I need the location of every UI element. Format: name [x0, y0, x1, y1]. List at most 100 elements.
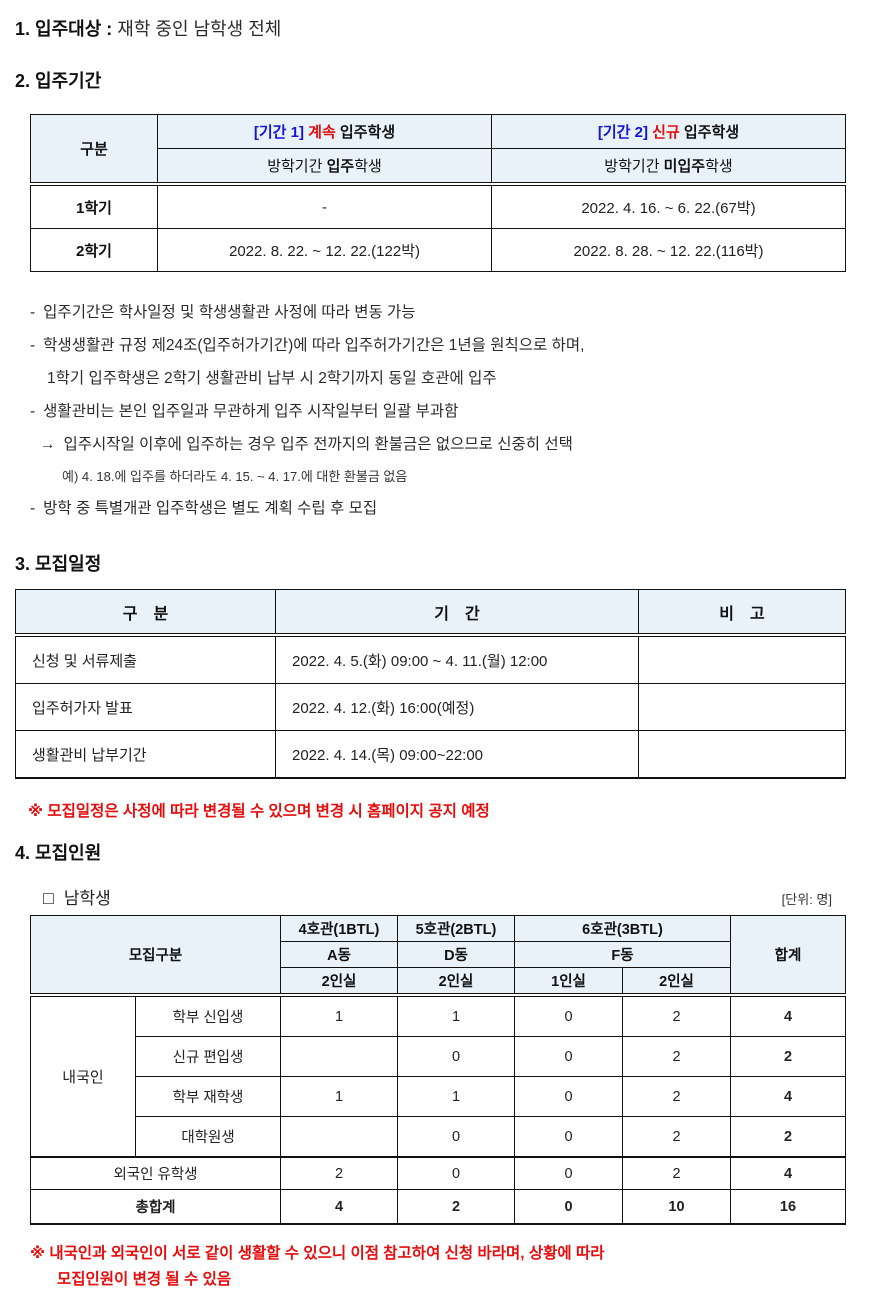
section-heading-occupancy-period: 2. 입주기간 — [15, 71, 102, 91]
list-item: - 학생생활관 규정 제24조(입주허가기간)에 따라 입주허가기간은 1년을 원… — [30, 329, 860, 362]
list-item: - 생활관비는 본인 입주일과 무관하게 입주 시작일부터 일괄 부과함 — [30, 395, 860, 428]
remark-cell — [638, 634, 846, 684]
total-cell: 2 — [730, 1116, 846, 1158]
value-cell: 0 — [397, 1156, 515, 1190]
table-row-announcement: 입주허가자 발표 2022. 4. 12.(화) 16:00(예정) — [15, 683, 846, 731]
row-label-cell: 총합계 — [30, 1189, 281, 1225]
value-cell: 4 — [280, 1189, 398, 1225]
male-students-label: □ 남학생 — [43, 884, 111, 909]
table-row-payment: 생활관비 납부기간 2022. 4. 14.(목) 09:00~22:00 — [15, 730, 846, 779]
header-cell-dong-d: D동 — [397, 941, 515, 968]
period1-highlight: 계속 — [308, 124, 336, 141]
list-item: → 입주시작일 이후에 입주하는 경우 입주 전까지의 환불금은 없으므로 신중히… — [30, 428, 860, 461]
heading-bold-part: 1. 입주대상 : — [15, 19, 113, 39]
header-cell-room: 2인실 — [622, 967, 731, 997]
header-cell-room: 2인실 — [397, 967, 515, 997]
value-cell: 0 — [514, 1076, 623, 1117]
subheader-text: 방학기간 — [267, 158, 327, 175]
value-cell: 2 — [622, 1076, 731, 1117]
subheader-cell-period2: 방학기간 미입주학생 — [491, 148, 846, 186]
capacity-table: 모집구분 4호관(1BTL) 5호관(2BTL) 6호관(3BTL) 합계 A동… — [30, 915, 846, 1225]
note-text: 생활관비는 본인 입주일과 무관하게 입주 시작일부터 일괄 부과함 — [43, 403, 459, 420]
date-cell: 2022. 4. 16. ~ 6. 22.(67박) — [491, 183, 846, 229]
table-row: 방학기간 입주 학생 방학기간 미입주학생 — [31, 148, 846, 186]
value-cell: 0 — [514, 1189, 623, 1225]
note-text: 방학 중 특별개관 입주학생은 별도 계획 수립 후 모집 — [43, 500, 378, 517]
value-cell: 0 — [514, 1116, 623, 1158]
header-cell-building5: 5호관(2BTL) — [397, 915, 515, 942]
header-cell-total: 합계 — [730, 915, 846, 997]
value-cell: 0 — [514, 1036, 623, 1077]
value-cell: 2 — [622, 1116, 731, 1158]
header-cell-room: 2인실 — [280, 967, 398, 997]
value-cell — [280, 1036, 398, 1077]
header-cell-building4: 4호관(1BTL) — [280, 915, 398, 942]
period2-highlight: 신규 — [652, 124, 680, 141]
table-row-transfer: 신규 편입생 0 0 2 2 — [31, 1036, 846, 1077]
schedule-table: 구 분 기 간 비 고 신청 및 서류제출 2022. 4. 5.(화) 09:… — [15, 589, 846, 779]
header-cell-category: 구 분 — [15, 589, 276, 637]
subheader-text: 학생 — [705, 158, 733, 175]
total-cell: 4 — [730, 1076, 846, 1117]
capacity-change-note: ※ 내국인과 외국인이 서로 같이 생활할 수 있으니 이점 참고하여 신청 바… — [30, 1241, 860, 1293]
header-cell-remark: 비 고 — [638, 589, 846, 637]
remark-cell — [638, 683, 846, 731]
table-row-freshman: 내국인 학부 신입생 1 1 0 2 4 — [30, 994, 846, 1158]
row-label-cell: 생활관비 납부기간 — [15, 730, 276, 779]
header-cell-period1: [기간 1] 계속 입주학생 — [157, 114, 492, 149]
list-item: - 입주기간은 학사일정 및 학생생활관 사정에 따라 변동 가능 — [30, 296, 860, 329]
value-cell: 1 — [397, 1076, 515, 1117]
value-cell: 2 — [280, 1156, 398, 1190]
note-line: 모집인원이 변경 될 수 있음 — [57, 1271, 232, 1288]
subheader-bold: 미입주 — [663, 158, 706, 175]
value-cell: 0 — [397, 1116, 515, 1158]
row-label-cell: 입주허가자 발표 — [15, 683, 276, 731]
male-students-line: □ 남학생 [단위: 명] — [43, 884, 832, 909]
table-row: 구분 [기간 1] 계속 입주학생 [기간 2] 신규 입주학생 — [30, 114, 846, 186]
row-label-cell: 학부 재학생 — [135, 1076, 281, 1117]
total-cell: 2 — [730, 1036, 846, 1077]
value-cell: 0 — [514, 994, 623, 1037]
value-cell: 0 — [514, 1156, 623, 1190]
example-marker: 예) — [62, 469, 79, 484]
section-heading-recruit-capacity: 4. 모집인원 — [15, 843, 102, 863]
group-cell-domestic: 내국인 — [30, 994, 136, 1158]
arrow-marker: → — [40, 436, 56, 453]
value-cell: 2 — [622, 1036, 731, 1077]
total-cell: 4 — [730, 1156, 846, 1190]
table-row-semester2: 2학기 2022. 8. 22. ~ 12. 22.(122박) 2022. 8… — [30, 228, 846, 272]
dash-marker: - — [30, 304, 36, 321]
value-cell: 1 — [280, 994, 398, 1037]
dash-marker: - — [30, 500, 36, 517]
table-row-foreign: 외국인 유학생 2 0 0 2 4 — [30, 1156, 846, 1190]
row-label-cell: 신청 및 서류제출 — [15, 634, 276, 684]
total-cell: 4 — [730, 994, 846, 1037]
list-item: - 방학 중 특별개관 입주학생은 별도 계획 수립 후 모집 — [30, 492, 860, 525]
value-cell: 2 — [622, 994, 731, 1037]
table-row-semester1: 1학기 - 2022. 4. 16. ~ 6. 22.(67박) — [30, 183, 846, 229]
header-cell-building6: 6호관(3BTL) — [514, 915, 731, 942]
schedule-change-note: ※ 모집일정은 사정에 따라 변경될 수 있으며 변경 시 홈페이지 공지 예정 — [28, 803, 490, 820]
notes-list: - 입주기간은 학사일정 및 학생생활관 사정에 따라 변동 가능 - 학생생활관 … — [30, 296, 860, 525]
table-row-grand-total: 총합계 4 2 0 10 16 — [30, 1189, 846, 1225]
note-text: 입주시작일 이후에 입주하는 경우 입주 전까지의 환불금은 없으므로 신중히 … — [63, 436, 573, 453]
row-label-cell: 외국인 유학생 — [30, 1156, 281, 1190]
value-cell: 2 — [622, 1156, 731, 1190]
table-header-row: 구 분 기 간 비 고 — [15, 589, 846, 637]
header-cell-period: 기 간 — [275, 589, 639, 637]
header-cell-period2: [기간 2] 신규 입주학생 — [491, 114, 846, 149]
section-heading-recruit-schedule: 3. 모집일정 — [15, 554, 102, 574]
date-cell: 2022. 8. 28. ~ 12. 22.(116박) — [491, 228, 846, 272]
table-row-application: 신청 및 서류제출 2022. 4. 5.(화) 09:00 ~ 4. 11.(… — [15, 634, 846, 684]
period-cell: 2022. 4. 12.(화) 16:00(예정) — [275, 683, 639, 731]
subheader-text: 방학기간 — [604, 158, 664, 175]
table-header-row-rooms: 2인실 2인실 1인실 2인실 — [31, 967, 846, 997]
period-table: 구분 [기간 1] 계속 입주학생 [기간 2] 신규 입주학생 방학기간 입주… — [30, 114, 846, 272]
period-cell: 2022. 4. 5.(화) 09:00 ~ 4. 11.(월) 12:00 — [275, 634, 639, 684]
value-cell — [280, 1116, 398, 1158]
row-label-cell: 대학원생 — [135, 1116, 281, 1158]
heading-value: 재학 중인 남학생 전체 — [117, 19, 282, 39]
row-label-cell: 학부 신입생 — [135, 994, 281, 1037]
header-cell-recruit-category: 모집구분 — [30, 915, 281, 997]
subheader-bold: 입주 — [326, 158, 355, 175]
